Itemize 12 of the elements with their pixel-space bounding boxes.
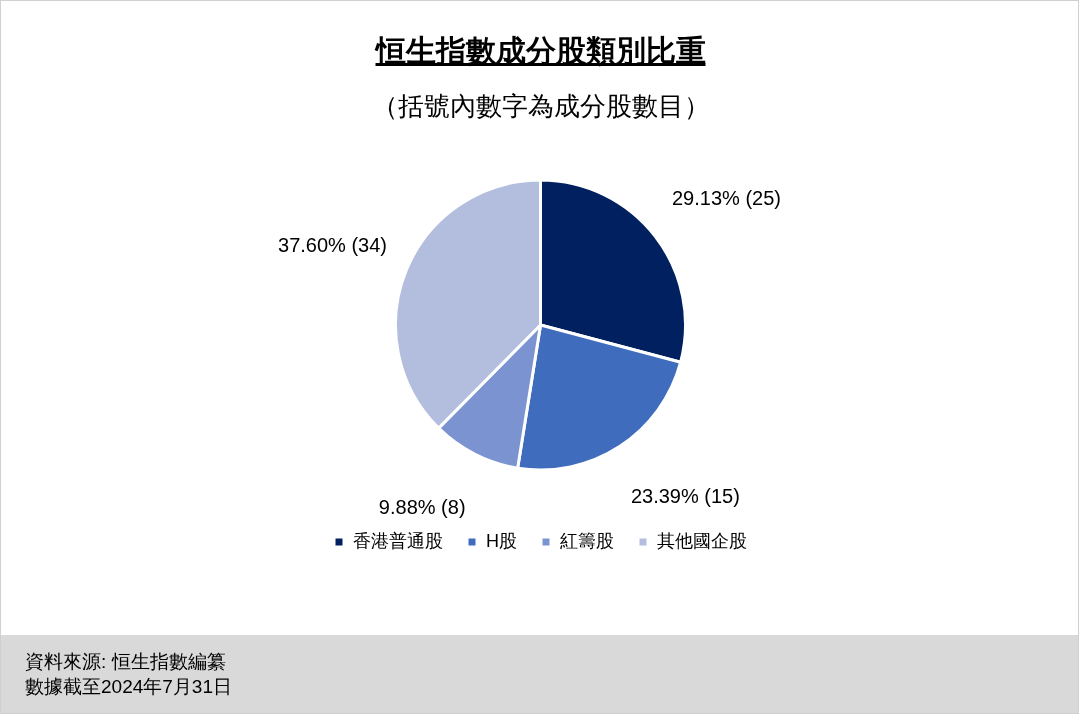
data-label: 23.39% (15) [630, 485, 740, 508]
legend-label: H股 [486, 530, 517, 551]
data-label: 29.13% (25) [672, 186, 781, 209]
chart-title: 恒生指數成分股類別比重 [373, 33, 707, 69]
legend-label: 其他國企股 [657, 530, 747, 551]
source-note: 資料來源: 恒生指數編纂 [25, 650, 227, 674]
text: 數據截至2024年7月31日 [25, 675, 232, 699]
legend-label: 紅籌股 [560, 530, 614, 551]
data-label: 9.88% (8) [378, 496, 466, 519]
legend-label: 香港普通股 [353, 530, 443, 551]
chart-subtitle: （括號內數字為成分股數目） [370, 90, 711, 123]
data-label: 37.60% (34) [278, 234, 388, 257]
